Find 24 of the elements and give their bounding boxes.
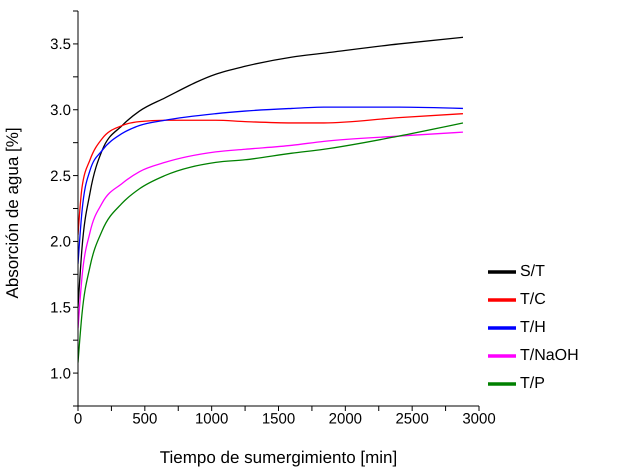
- y-tick-label: 2.5: [50, 168, 71, 185]
- x-tick-label: 2000: [328, 410, 362, 428]
- x-tick-label: 500: [132, 410, 158, 428]
- legend-label: T/H: [520, 319, 546, 336]
- y-tick-label: 3.0: [50, 102, 71, 120]
- x-tick-label: 3000: [462, 410, 496, 428]
- x-tick-label: 1500: [262, 410, 296, 428]
- x-tick-label: 1000: [194, 410, 228, 428]
- y-tick-label: 1.0: [50, 365, 71, 382]
- legend-label: T/C: [520, 291, 546, 308]
- legend-label: T/P: [520, 375, 545, 392]
- line-series: [78, 106, 464, 264]
- x-tick-label: 0: [74, 410, 82, 428]
- line-series: [78, 122, 464, 364]
- y-tick-label: 2.0: [50, 234, 71, 251]
- y-tick-label: 1.5: [50, 300, 71, 317]
- line-series: [78, 113, 464, 236]
- legend-label: S/T: [520, 263, 545, 280]
- x-axis-title: Tiempo de sumergimiento [min]: [160, 448, 398, 467]
- y-tick-label: 3.5: [50, 36, 71, 54]
- y-axis-title: Absorción de agua [%]: [3, 127, 22, 298]
- x-tick-label: 2500: [395, 410, 429, 428]
- line-series: [78, 131, 464, 329]
- legend-label: T/NaOH: [520, 347, 579, 364]
